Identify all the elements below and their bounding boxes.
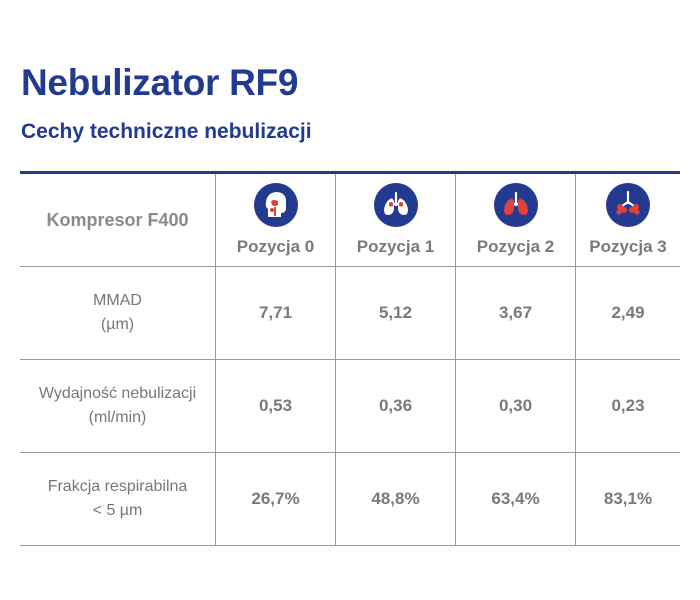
table-cell: 5,12 bbox=[378, 303, 413, 322]
column-label: Pozycja 0 bbox=[236, 237, 315, 256]
head-airway-icon bbox=[253, 183, 298, 227]
row-label-line1: Frakcja respirabilna bbox=[47, 478, 188, 495]
table-cell: 0,53 bbox=[258, 396, 293, 415]
row-label-line2: (µm) bbox=[100, 316, 135, 333]
column-header-0: Pozycja 0 bbox=[216, 174, 335, 266]
lungs-upper-icon bbox=[373, 183, 418, 227]
table-cell: 83,1% bbox=[603, 489, 653, 508]
table-top-rule bbox=[20, 171, 680, 174]
row-label-line2: < 5 µm bbox=[92, 502, 143, 519]
column-divider bbox=[215, 174, 216, 546]
row-label-line1: MMAD bbox=[93, 292, 142, 309]
row-label-line2: (ml/min) bbox=[88, 409, 147, 426]
column-divider bbox=[335, 174, 336, 546]
row-divider bbox=[20, 266, 680, 267]
table-cell: 63,4% bbox=[491, 489, 540, 508]
lungs-deep-icon bbox=[606, 183, 650, 227]
row-divider bbox=[20, 359, 680, 360]
table-cell: 0,30 bbox=[498, 396, 533, 415]
compressor-label: Kompresor F400 bbox=[46, 209, 189, 230]
column-header-3: Pozycja 3 bbox=[576, 174, 680, 266]
row-divider bbox=[20, 452, 680, 453]
column-divider bbox=[575, 174, 576, 546]
table-row-label: Frakcja respirabilna < 5 µm bbox=[20, 453, 215, 545]
lungs-middle-icon bbox=[493, 183, 538, 227]
header-corner-cell: Kompresor F400 bbox=[20, 174, 215, 266]
table-cell: 7,71 bbox=[258, 303, 293, 322]
column-label: Pozycja 1 bbox=[356, 237, 435, 256]
table-row-label: Wydajność nebulizacji (ml/min) bbox=[20, 360, 215, 452]
page-title: Nebulizator RF9 bbox=[21, 62, 299, 103]
column-label: Pozycja 2 bbox=[476, 237, 555, 256]
column-divider bbox=[455, 174, 456, 546]
table-cell: 0,36 bbox=[378, 396, 413, 415]
table-cell: 3,67 bbox=[498, 303, 533, 322]
table-cell: 2,49 bbox=[611, 303, 645, 322]
page-subtitle: Cechy techniczne nebulizacji bbox=[21, 120, 312, 143]
table-bottom-rule bbox=[20, 545, 680, 546]
table-cell: 48,8% bbox=[371, 489, 420, 508]
column-label: Pozycja 3 bbox=[589, 237, 667, 256]
column-header-1: Pozycja 1 bbox=[336, 174, 455, 266]
column-header-2: Pozycja 2 bbox=[456, 174, 575, 266]
table-cell: 26,7% bbox=[251, 489, 300, 508]
table-row-label: MMAD (µm) bbox=[20, 267, 215, 359]
row-label-line1: Wydajność nebulizacji bbox=[38, 385, 197, 402]
table-cell: 0,23 bbox=[611, 396, 645, 415]
